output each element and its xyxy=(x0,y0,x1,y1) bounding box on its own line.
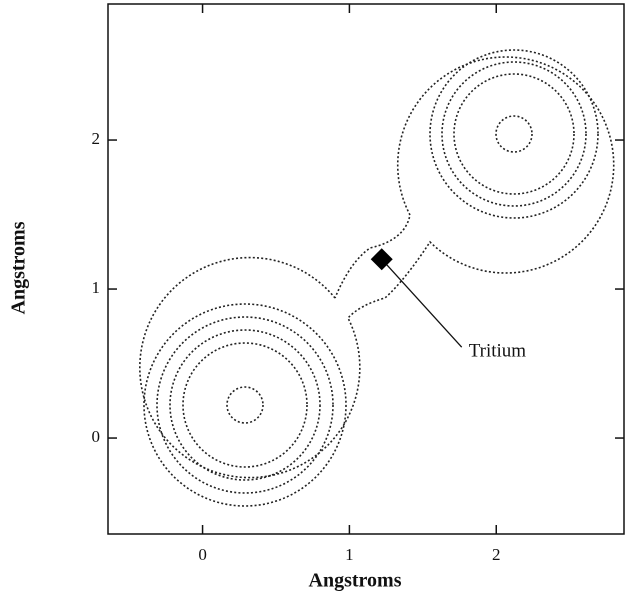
outer-contour xyxy=(139,56,615,479)
contour xyxy=(429,49,599,219)
contour xyxy=(143,303,347,507)
x-axis-label: Angstroms xyxy=(309,570,402,592)
point xyxy=(370,248,393,271)
y-tick-label: 1 xyxy=(92,278,101,297)
y-tick-label: 0 xyxy=(92,427,101,446)
contour xyxy=(226,386,264,424)
contour xyxy=(441,61,587,207)
x-tick-label: 2 xyxy=(492,545,501,564)
contour xyxy=(495,115,533,153)
x-tick-label: 1 xyxy=(345,545,354,564)
contour xyxy=(156,316,334,494)
plot-frame xyxy=(107,3,625,535)
contour xyxy=(453,73,575,195)
contours xyxy=(139,49,615,507)
annotation: Tritium xyxy=(469,341,527,362)
y-tick-label: 2 xyxy=(92,129,101,148)
y-axis-label: Angstroms xyxy=(8,221,30,314)
x-tick-label: 0 xyxy=(198,545,207,564)
contour xyxy=(169,329,321,481)
annotation-line xyxy=(381,258,463,348)
contour xyxy=(182,342,308,468)
